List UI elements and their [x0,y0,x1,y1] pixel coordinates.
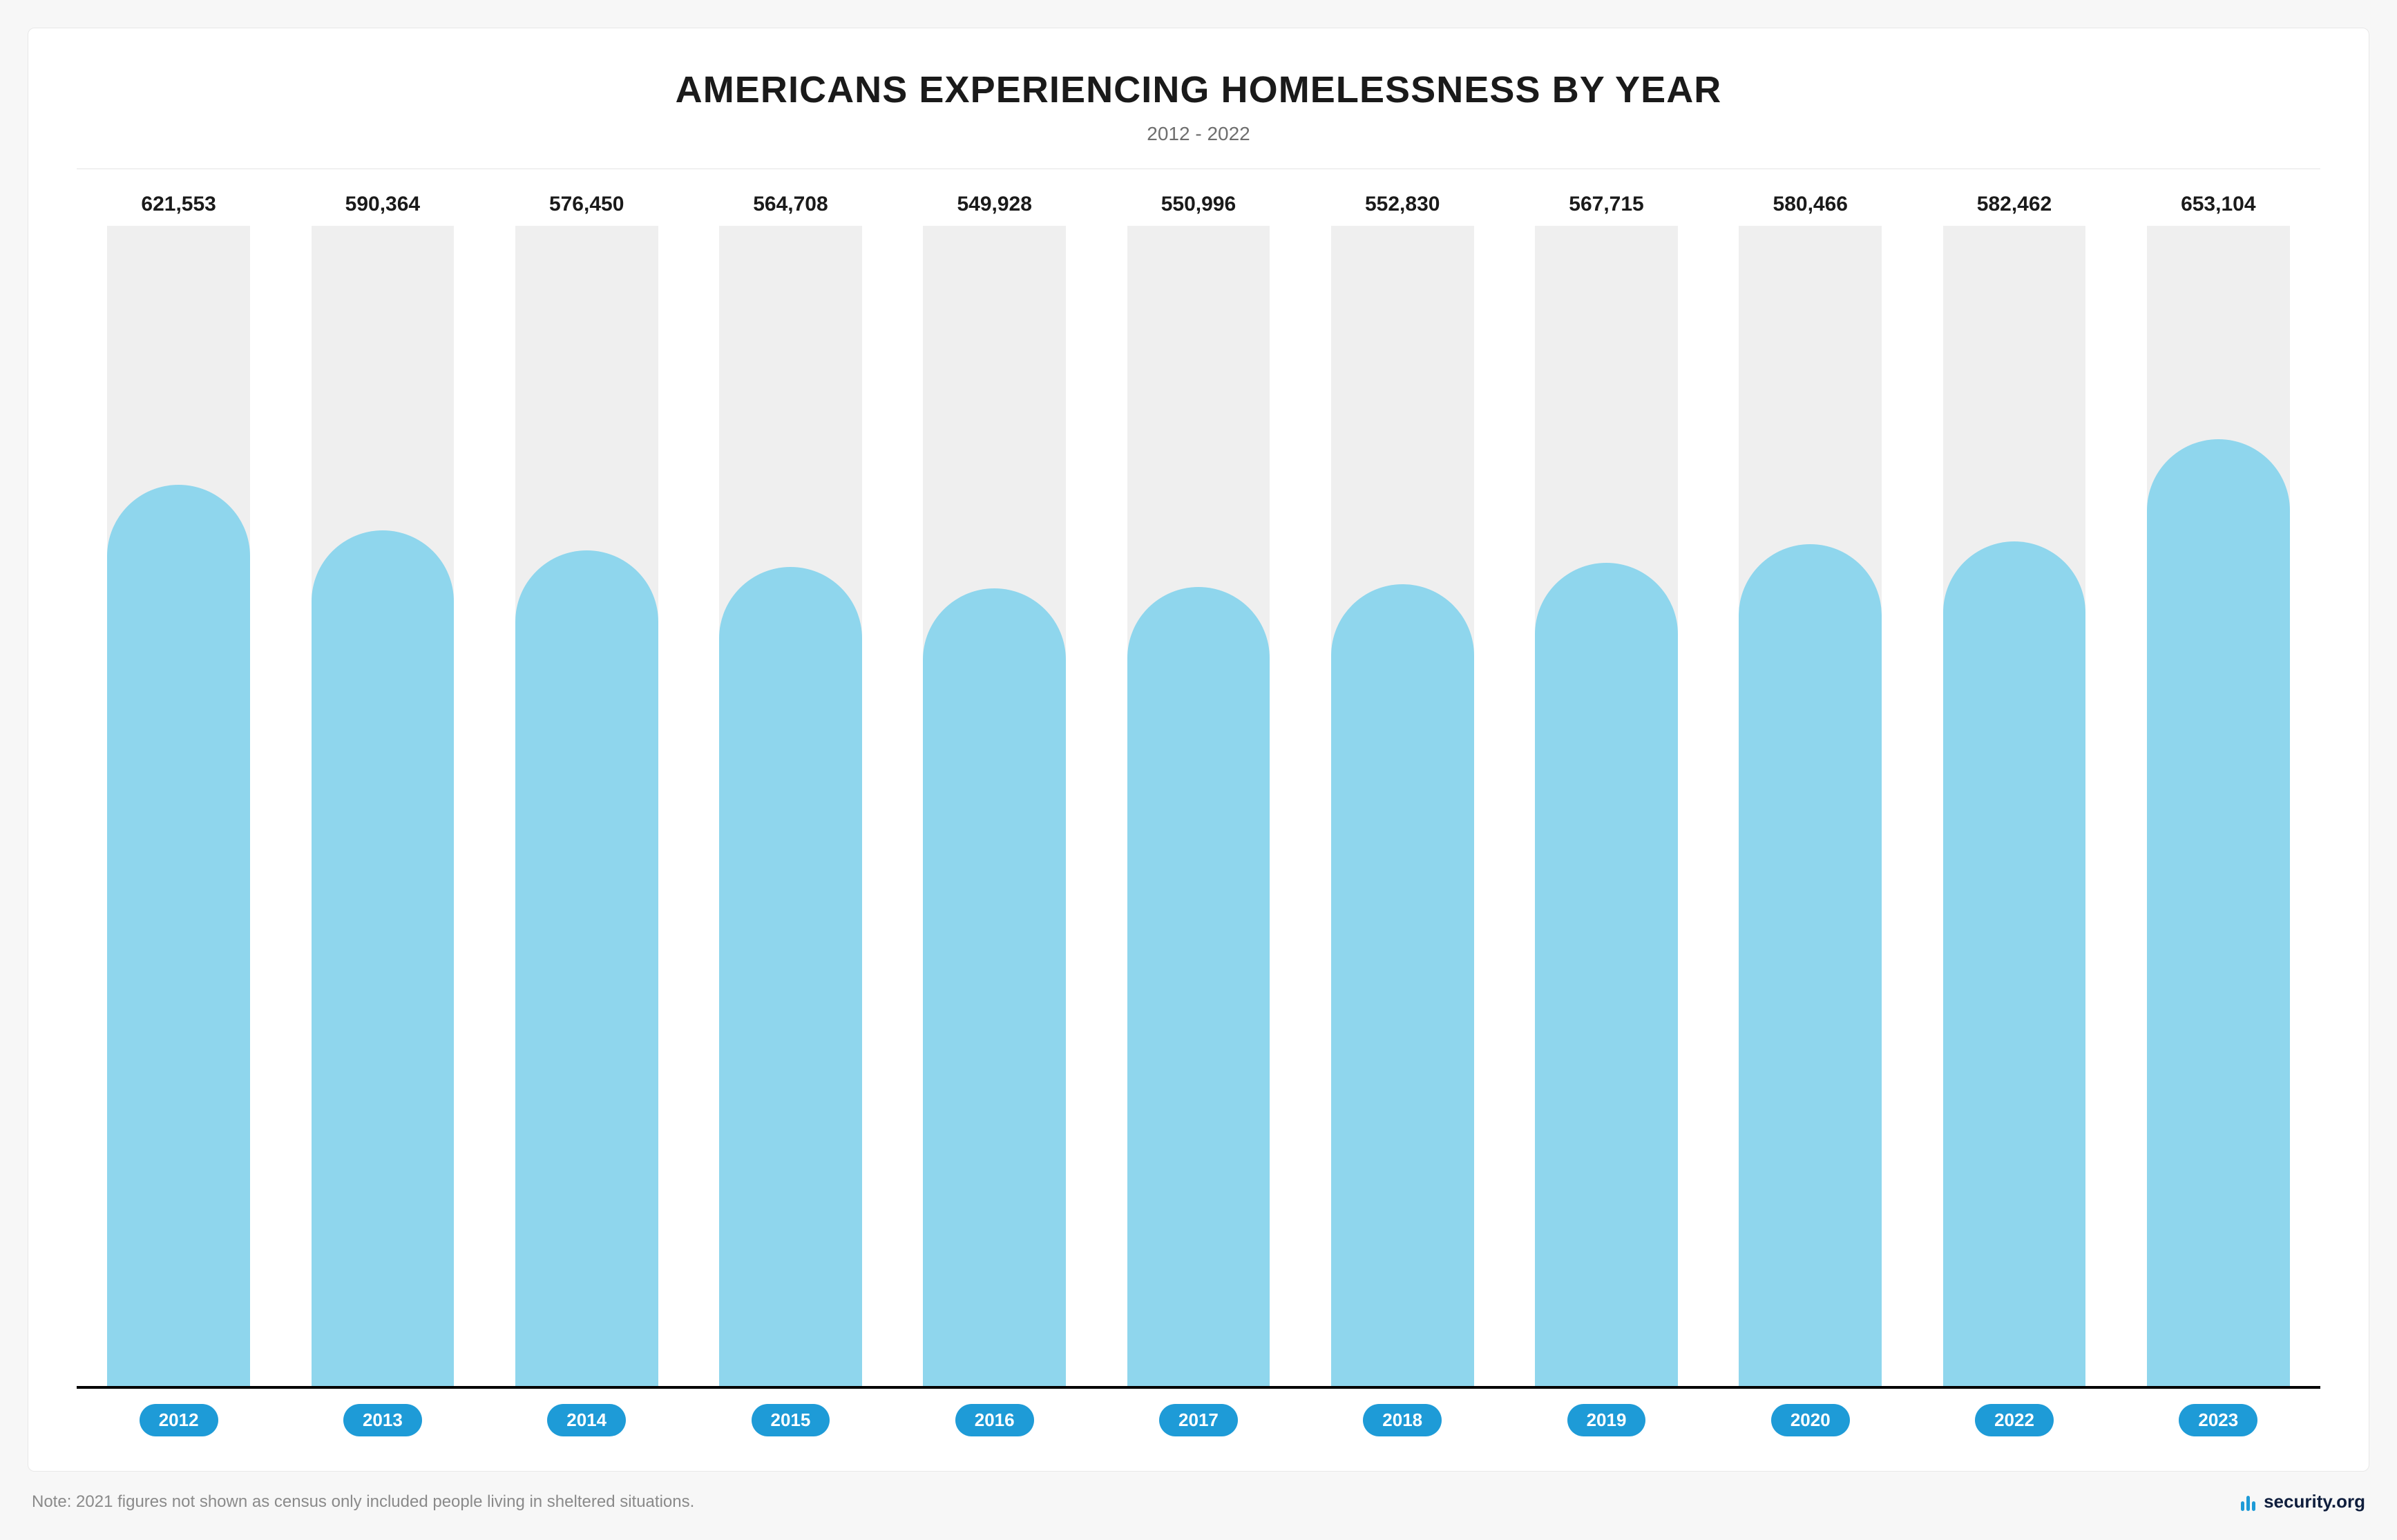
x-label-cell: 2018 [1301,1404,1505,1436]
x-label-cell: 2020 [1708,1404,1912,1436]
bar [515,550,658,1386]
bar-track [1127,226,1270,1386]
x-label-cell: 2013 [280,1404,484,1436]
value-label: 653,104 [2181,193,2255,216]
value-label: 564,708 [753,193,828,216]
bar-column: 580,466 [1708,193,1912,1386]
bar-track [1943,226,2086,1386]
brand-text: security.org [2264,1491,2365,1512]
year-pill: 2016 [955,1404,1034,1436]
value-label: 621,553 [141,193,216,216]
bar-chart: 621,553 590,364 576,450 564,708 549,928 550,9… [77,193,2320,1389]
bar-column: 549,928 [892,193,1096,1386]
year-pill: 2020 [1771,1404,1850,1436]
year-pill: 2019 [1567,1404,1646,1436]
x-label-cell: 2012 [77,1404,280,1436]
bar-track [107,226,250,1386]
x-label-cell: 2019 [1505,1404,1708,1436]
value-label: 552,830 [1365,193,1440,216]
bar-column: 550,996 [1096,193,1300,1386]
bar-column: 552,830 [1301,193,1505,1386]
bar-column: 582,462 [1912,193,2116,1386]
year-pill: 2013 [343,1404,422,1436]
value-label: 582,462 [1977,193,2052,216]
bar-column: 576,450 [485,193,689,1386]
x-label-cell: 2022 [1912,1404,2116,1436]
bar-track [1535,226,1678,1386]
bar [923,588,1066,1386]
x-label-cell: 2014 [485,1404,689,1436]
bar [107,485,250,1386]
year-pill: 2018 [1363,1404,1442,1436]
chart-title: AMERICANS EXPERIENCING HOMELESSNESS BY Y… [77,70,2320,110]
bar-column: 567,715 [1505,193,1708,1386]
bar-track [1331,226,1474,1386]
year-pill: 2017 [1159,1404,1238,1436]
year-pill: 2015 [752,1404,830,1436]
bar-column: 590,364 [280,193,484,1386]
bar [1127,587,1270,1386]
brand-icon [2239,1493,2257,1511]
value-label: 550,996 [1161,193,1236,216]
bar-column: 653,104 [2117,193,2320,1386]
x-axis-labels: 2012 2013 2014 2015 2016 2017 2018 2019 2020 2022… [77,1404,2320,1436]
x-label-cell: 2017 [1096,1404,1300,1436]
bar-track [719,226,862,1386]
footer: Note: 2021 figures not shown as census o… [28,1491,2369,1512]
year-pill: 2014 [547,1404,626,1436]
bar [719,567,862,1386]
value-label: 576,450 [549,193,624,216]
value-label: 580,466 [1773,193,1848,216]
bar [1535,563,1678,1386]
x-label-cell: 2015 [689,1404,892,1436]
bar [1943,541,2086,1386]
bar-track [312,226,455,1386]
chart-subtitle: 2012 - 2022 [77,123,2320,145]
bar-track [1739,226,1882,1386]
bar [312,530,455,1386]
year-pill: 2023 [2179,1404,2257,1436]
value-label: 590,364 [345,193,420,216]
footnote: Note: 2021 figures not shown as census o… [32,1492,694,1512]
value-label: 549,928 [957,193,1031,216]
year-pill: 2012 [140,1404,218,1436]
bar-column: 564,708 [689,193,892,1386]
x-label-cell: 2016 [892,1404,1096,1436]
value-label: 567,715 [1569,193,1643,216]
chart-card: AMERICANS EXPERIENCING HOMELESSNESS BY Y… [28,28,2369,1472]
year-pill: 2022 [1975,1404,2054,1436]
brand-logo: security.org [2239,1491,2365,1512]
bar [1739,544,1882,1386]
bar-track [2147,226,2290,1386]
bar [2147,439,2290,1386]
bar-track [923,226,1066,1386]
bar-track [515,226,658,1386]
bar [1331,584,1474,1386]
x-label-cell: 2023 [2117,1404,2320,1436]
bar-column: 621,553 [77,193,280,1386]
